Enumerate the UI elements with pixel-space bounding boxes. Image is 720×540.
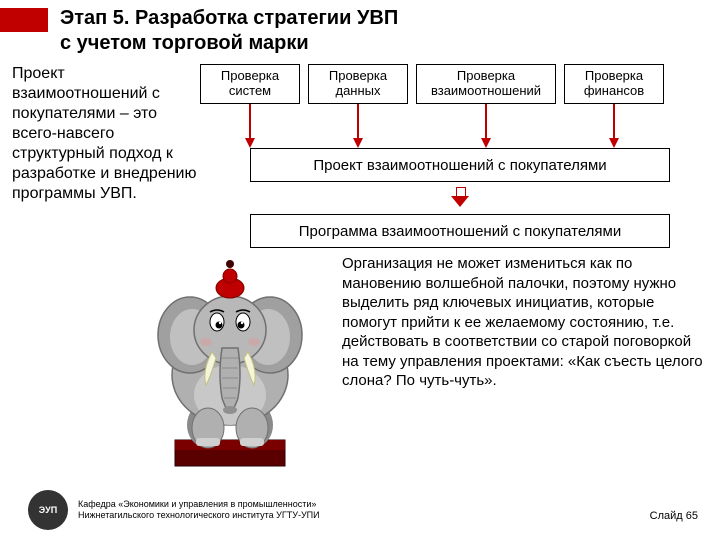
elephant-illustration bbox=[130, 240, 330, 470]
arrow-project-to-program bbox=[451, 187, 469, 207]
title-line1: Этап 5. Разработка стратегии УВП bbox=[60, 6, 398, 31]
footer-line1: Кафедра «Экономики и управления в промыш… bbox=[78, 499, 320, 510]
box-relations: Проверка взаимоотношений bbox=[416, 64, 556, 104]
check-boxes-row: Проверка систем Проверка данных Проверка… bbox=[200, 64, 664, 104]
accent-block bbox=[0, 8, 48, 32]
dept-logo: ЭУП bbox=[28, 490, 68, 530]
left-paragraph: Проект взаимоотношений с покупателями – … bbox=[12, 64, 197, 204]
footer-line2: Нижнетагильского технологического инстит… bbox=[78, 510, 320, 521]
box-data: Проверка данных bbox=[308, 64, 408, 104]
footer: ЭУП Кафедра «Экономики и управления в пр… bbox=[0, 490, 720, 530]
page-title: Этап 5. Разработка стратегии УВП с учето… bbox=[60, 6, 398, 56]
footer-text: Кафедра «Экономики и управления в промыш… bbox=[78, 499, 320, 521]
box-finance: Проверка финансов bbox=[564, 64, 664, 104]
slide-number: Слайд 65 bbox=[650, 510, 698, 522]
box-systems: Проверка систем bbox=[200, 64, 300, 104]
project-box: Проект взаимоотношений с покупателями bbox=[250, 148, 670, 182]
title-line2: с учетом торговой марки bbox=[60, 31, 398, 56]
right-paragraph: Организация не может измениться как по м… bbox=[342, 254, 707, 391]
